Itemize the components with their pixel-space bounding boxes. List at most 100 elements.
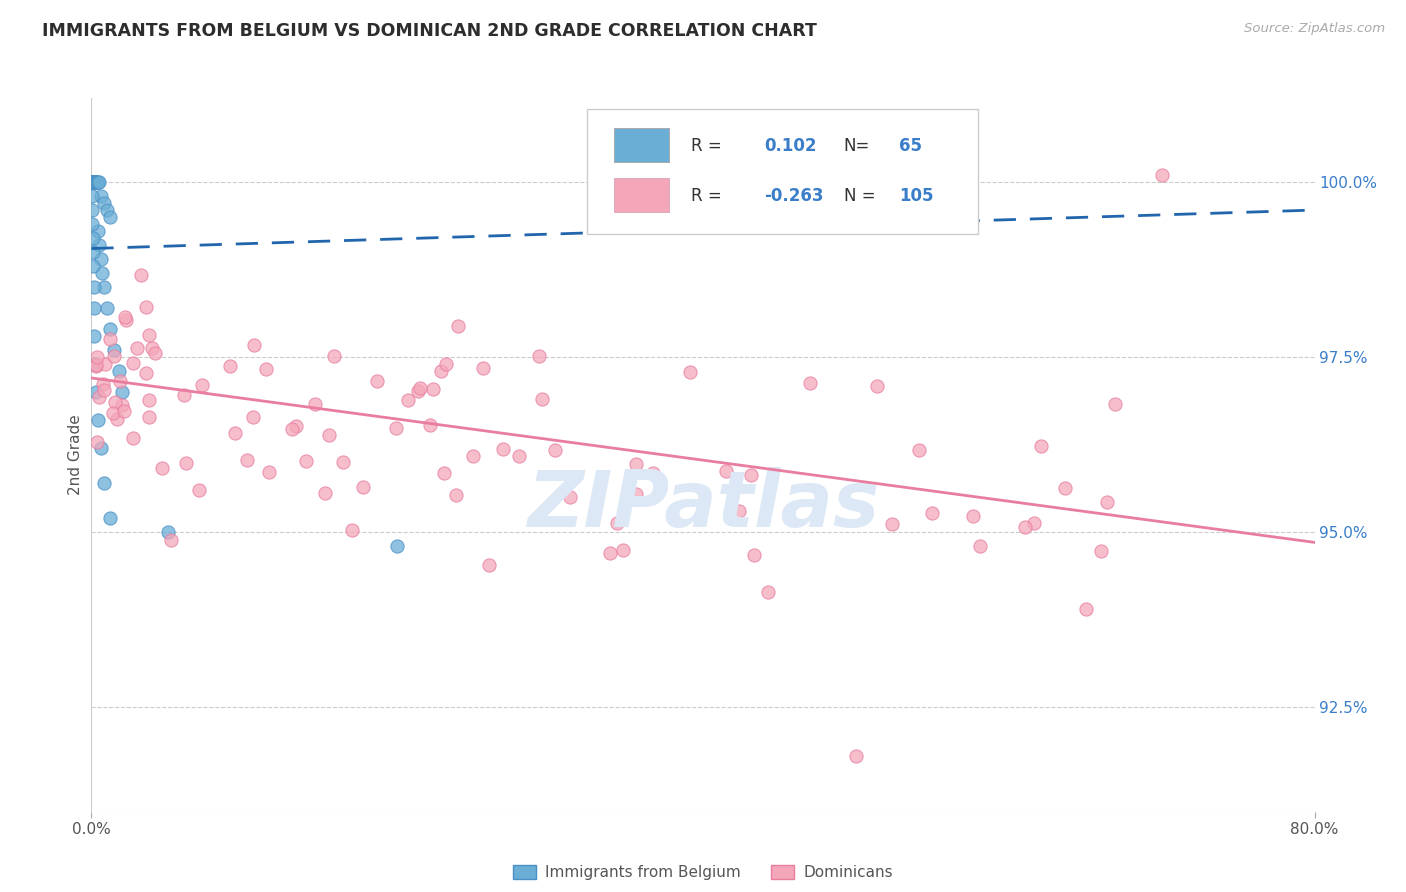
Point — [84, 357, 107, 371]
Point — [84, 358, 107, 372]
Point — [187, 483, 209, 498]
Point — [82, 175, 104, 189]
Point — [1095, 494, 1118, 508]
Point — [173, 388, 195, 402]
Point — [430, 364, 453, 378]
Point — [845, 748, 868, 763]
FancyBboxPatch shape — [613, 128, 669, 162]
Point — [91, 376, 114, 391]
Point — [866, 379, 889, 393]
Point — [384, 420, 406, 434]
Text: ZIPatlas: ZIPatlas — [527, 467, 879, 543]
Point — [962, 508, 984, 523]
Point — [254, 362, 277, 376]
Point — [93, 383, 115, 397]
Point — [508, 450, 530, 464]
Point — [103, 406, 125, 420]
Point — [82, 175, 104, 189]
Text: N =: N = — [844, 187, 876, 205]
Point — [82, 202, 104, 217]
Text: 105: 105 — [898, 187, 934, 205]
Point — [82, 175, 104, 189]
FancyBboxPatch shape — [613, 178, 669, 212]
Point — [84, 384, 107, 399]
Point — [224, 426, 246, 441]
Point — [82, 259, 104, 273]
Point — [122, 431, 145, 445]
Point — [160, 533, 183, 547]
Point — [83, 175, 105, 189]
Point — [1022, 516, 1045, 530]
Point — [103, 343, 125, 357]
Point — [138, 410, 160, 425]
Point — [259, 465, 281, 479]
Point — [463, 449, 485, 463]
Point — [87, 390, 110, 404]
Point — [385, 539, 409, 553]
Point — [112, 403, 135, 417]
Legend: Immigrants from Belgium, Dominicans: Immigrants from Belgium, Dominicans — [506, 859, 900, 886]
Point — [83, 175, 105, 189]
Text: IMMIGRANTS FROM BELGIUM VS DOMINICAN 2ND GRADE CORRELATION CHART: IMMIGRANTS FROM BELGIUM VS DOMINICAN 2ND… — [42, 22, 817, 40]
Point — [478, 558, 501, 573]
Point — [86, 175, 108, 189]
Point — [643, 467, 665, 481]
Point — [83, 175, 105, 189]
Point — [406, 384, 429, 399]
Point — [742, 548, 765, 562]
Point — [83, 175, 105, 189]
Point — [103, 349, 125, 363]
Point — [799, 376, 821, 390]
Point — [83, 280, 105, 294]
Point — [285, 419, 308, 434]
Point — [98, 210, 121, 224]
Point — [492, 442, 515, 456]
Point — [434, 357, 457, 371]
Point — [141, 341, 163, 355]
Point — [1150, 168, 1173, 182]
Point — [82, 175, 104, 189]
Point — [626, 457, 648, 471]
Point — [82, 175, 104, 189]
Point — [86, 413, 108, 427]
Point — [396, 393, 419, 408]
Point — [93, 196, 115, 211]
Point — [714, 465, 737, 479]
Point — [86, 350, 108, 364]
Point — [83, 175, 105, 189]
Point — [560, 490, 582, 504]
Point — [82, 175, 104, 189]
Point — [96, 301, 118, 315]
Point — [1076, 601, 1098, 615]
Point — [82, 245, 104, 260]
Text: 0.102: 0.102 — [765, 137, 817, 155]
Point — [527, 349, 550, 363]
Point — [340, 524, 363, 538]
Point — [322, 349, 344, 363]
Point — [82, 175, 104, 189]
Text: -0.263: -0.263 — [765, 187, 824, 205]
Point — [626, 487, 648, 501]
Point — [90, 252, 112, 266]
Point — [446, 488, 468, 502]
Point — [409, 381, 432, 395]
Point — [243, 338, 266, 352]
Point — [86, 224, 108, 238]
Point — [612, 543, 634, 558]
Point — [969, 539, 991, 553]
Point — [135, 300, 157, 314]
Point — [174, 457, 197, 471]
Point — [82, 175, 104, 189]
Point — [94, 358, 117, 372]
Text: Source: ZipAtlas.com: Source: ZipAtlas.com — [1244, 22, 1385, 36]
Point — [236, 452, 259, 467]
Point — [83, 329, 105, 343]
Point — [105, 412, 128, 426]
Point — [93, 280, 115, 294]
Point — [84, 175, 107, 189]
Point — [86, 359, 108, 373]
Point — [907, 442, 929, 457]
Point — [125, 341, 148, 355]
Point — [921, 506, 943, 520]
Point — [422, 382, 444, 396]
